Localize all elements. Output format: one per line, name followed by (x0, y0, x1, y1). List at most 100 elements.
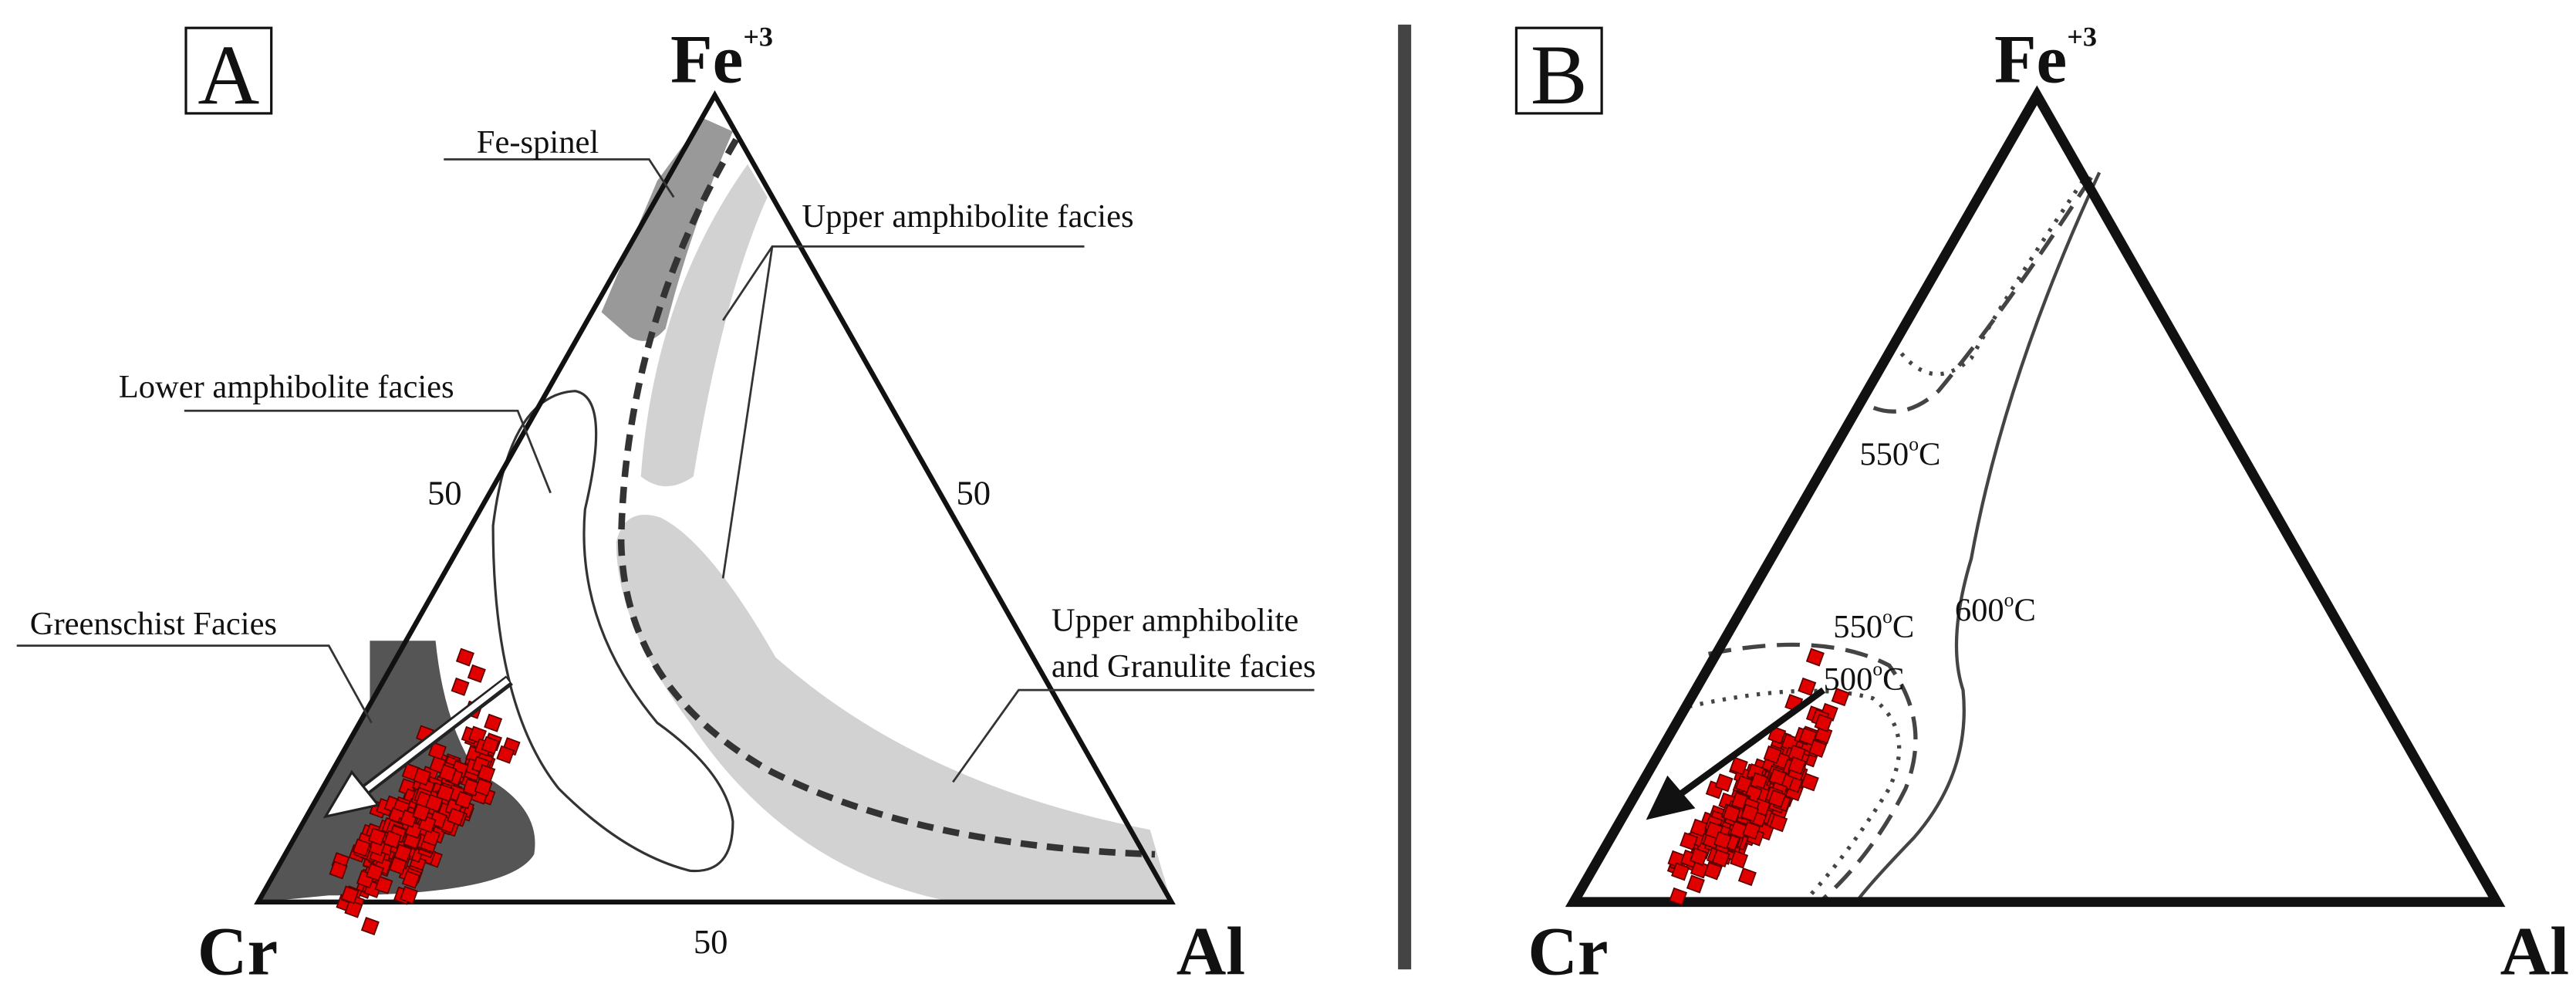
point (1805, 647, 1825, 667)
point (352, 838, 371, 857)
t-sup: o (2004, 589, 2014, 611)
letter-box (184, 26, 273, 115)
point (1814, 713, 1833, 732)
edge-tick: 50 (427, 474, 462, 512)
point (388, 856, 407, 875)
isotherm-label: 550oC (1859, 432, 1940, 472)
panel-letter: B (1531, 27, 1588, 122)
point (496, 745, 515, 764)
field-label: and Granulite facies (1052, 648, 1316, 685)
field-label: Greenschist Facies (30, 606, 277, 642)
point (1722, 804, 1741, 823)
point (1714, 773, 1734, 793)
point (1798, 727, 1818, 746)
point (481, 735, 500, 755)
point (427, 742, 447, 761)
point (367, 827, 387, 847)
granulite-field (616, 515, 1172, 902)
point (1740, 803, 1759, 823)
t-sup: o (1872, 658, 1882, 680)
point (374, 875, 393, 894)
point (1711, 849, 1730, 868)
point (344, 899, 363, 918)
arrow-head (1646, 775, 1696, 820)
point (1730, 850, 1749, 869)
t-value: 600 (1955, 593, 2004, 629)
isotherm-label: 500oC (1824, 658, 1905, 698)
point (1798, 677, 1817, 696)
upper-amphibolite-field (640, 164, 768, 487)
panel-letter: A (198, 27, 259, 122)
t-value: 550 (1859, 436, 1909, 472)
leader (952, 688, 1315, 783)
apex-sup: +3 (743, 22, 773, 52)
t-unit: C (1919, 436, 1940, 472)
apex-right: Al (2500, 913, 2569, 989)
point (360, 916, 380, 935)
arrow (1676, 687, 1826, 798)
isotherm-500-upper (1896, 179, 2085, 377)
point (467, 664, 486, 683)
t-value: 500 (1824, 661, 1873, 698)
point (477, 764, 496, 783)
point (383, 830, 402, 849)
point (401, 870, 420, 889)
apex-sup: +3 (2067, 22, 2097, 52)
panel-b: B 550oC 550oC 500oC 600oC Fe+3 Cr Al (1514, 21, 2569, 989)
t-unit: C (1882, 661, 1904, 698)
point (1831, 688, 1850, 707)
leader (721, 246, 774, 579)
leader (444, 158, 675, 198)
isotherm-550-upper (1872, 176, 2093, 414)
point (1767, 789, 1787, 808)
isotherm-label: 600oC (1955, 589, 2036, 629)
apex-label: Fe+3 (1994, 21, 2097, 97)
edge-tick: 50 (694, 922, 728, 961)
apex-top: Fe (670, 21, 743, 97)
point (340, 885, 360, 904)
point (1703, 861, 1723, 881)
point (451, 677, 470, 696)
point (1671, 862, 1690, 881)
apex-right: Al (1177, 913, 1245, 989)
leader (721, 245, 1085, 321)
apex-left: Cr (198, 913, 278, 989)
field-label: Fe-spinel (477, 124, 599, 161)
point (436, 783, 455, 803)
point (1690, 847, 1709, 867)
field-label: Upper amphibolite (1052, 603, 1298, 639)
isotherm-label: 550oC (1833, 605, 1914, 645)
t-unit: C (1892, 609, 1914, 645)
t-value: 550 (1833, 609, 1882, 645)
point (413, 767, 432, 786)
arrow-head (322, 769, 380, 819)
isotherm-500-lower (1688, 688, 1902, 901)
lower-amphibolite-field (491, 390, 734, 873)
ternary-frame (1565, 85, 2506, 908)
t-sup: o (1909, 432, 1919, 455)
isotherm-600 (1855, 171, 2102, 904)
point (1680, 832, 1699, 851)
point (484, 713, 503, 732)
arrow (363, 678, 510, 793)
letter-box (1514, 26, 1603, 115)
point (365, 863, 384, 882)
point (1742, 821, 1761, 840)
point (1737, 867, 1757, 887)
fe-spinel-field (601, 118, 733, 341)
t-unit: C (2014, 593, 2035, 629)
panel-a: A Fe-spinel Upper amphibolite facies Low… (16, 21, 1316, 989)
t-sup: o (1882, 605, 1892, 627)
point (455, 647, 474, 667)
apex-top: Fe (1994, 21, 2067, 97)
point (422, 827, 441, 847)
point (474, 778, 493, 797)
point (1788, 756, 1807, 775)
edge-tick: 50 (956, 474, 991, 512)
point (399, 885, 418, 904)
point (438, 763, 457, 783)
point (1763, 745, 1782, 764)
points-b (1666, 647, 1850, 906)
